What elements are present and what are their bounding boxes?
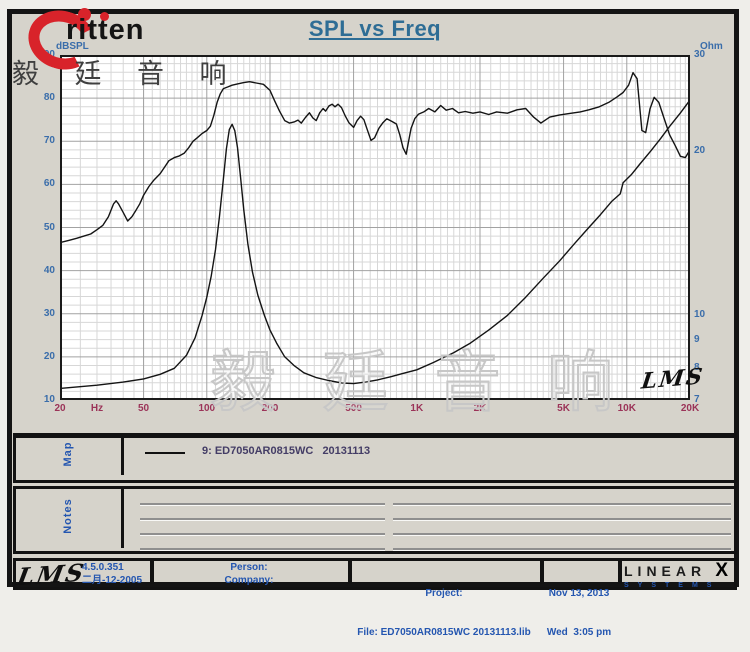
notes-section-label: Notes — [62, 498, 74, 534]
axis-tick-label: 8 — [694, 362, 700, 374]
notes-ruled-line — [393, 518, 731, 521]
linearx-text: LINEAR — [624, 563, 707, 579]
axis-tick-label: 40 — [43, 264, 55, 276]
version-date: 二月-12-2005 — [82, 575, 143, 586]
legend-text: 9: ED7050AR0815WC 20131113 — [202, 445, 371, 457]
axis-tick-label: 50 — [43, 221, 55, 233]
linearx-logo-row: LINEAR X — [624, 560, 728, 582]
axis-tick-label: 20 — [43, 350, 55, 362]
footer-divider — [618, 558, 622, 584]
axis-tick-label: 50 — [138, 403, 150, 414]
notes-ruled-line — [140, 518, 385, 521]
company-label: Company: — [224, 575, 274, 586]
date-text: Nov 13, 2013 — [548, 588, 610, 599]
axis-tick-label: 20K — [680, 403, 700, 414]
notes-section — [13, 486, 737, 554]
axis-tick-label: 5K — [557, 403, 570, 414]
notes-ruled-line — [393, 548, 731, 551]
footer-divider — [540, 558, 544, 584]
axis-tick-label: 100 — [198, 403, 216, 414]
map-section-label: Map — [62, 441, 74, 467]
axis-tick-label: 20 — [694, 145, 706, 157]
axis-tick-label: 90 — [43, 49, 55, 60]
person-company-cell: Person: Company: — [154, 561, 344, 587]
spl-vs-freq-chart — [60, 55, 690, 400]
axis-tick-label: 9 — [694, 334, 700, 346]
axis-tick-label: 200 — [261, 403, 279, 414]
linearx-x-glyph: X — [715, 560, 728, 581]
version-number: 4.5.0.351 — [82, 562, 124, 573]
notes-ruled-line — [140, 548, 385, 551]
notes-ruled-line — [140, 533, 385, 536]
legend-line-swatch — [145, 452, 185, 454]
project-label: Project: — [425, 588, 463, 599]
logo-swoosh-ball-icon — [78, 8, 91, 21]
axis-tick-label: 10 — [43, 394, 55, 405]
right-axis-title: Ohm — [700, 41, 723, 52]
eritten-brand-logo: ritten — [20, 1, 226, 79]
lms-measurement-window: { "header": { "logo_text": "ritten", "ti… — [7, 1, 739, 638]
project-file-cell: Project: File: ED7050AR0815WC 20131113.l… — [352, 561, 536, 652]
watermark-company-name-top: 毅 廷 音 响 — [12, 59, 241, 89]
map-section — [13, 433, 737, 483]
person-label: Person: — [230, 562, 268, 573]
systems-text: SYSTEMS — [624, 582, 721, 589]
lms-footer-logo: LMS — [14, 557, 88, 592]
axis-tick-label: 10K — [617, 403, 636, 414]
notes-ruled-line — [393, 503, 731, 506]
axis-tick-label: 70 — [43, 135, 55, 147]
axis-tick-label: 20 — [54, 403, 66, 414]
axis-tick-label: 30 — [43, 307, 55, 319]
linearx-systems-logo: LINEAR X SYSTEMS — [624, 560, 732, 589]
footer-divider — [348, 558, 352, 584]
notes-label-divider — [121, 486, 124, 548]
notes-ruled-line — [393, 533, 731, 536]
logo-dot-icon — [100, 12, 109, 21]
map-label-divider — [121, 433, 124, 475]
time-text: Wed 3:05 pm — [546, 627, 612, 638]
axis-tick-label: 1K — [410, 403, 424, 414]
footer-bar — [13, 558, 737, 590]
notes-ruled-line — [140, 503, 385, 506]
axis-tick-label: 30 — [694, 49, 706, 60]
axis-tick-label: 60 — [43, 178, 55, 190]
axis-tick-label: 10 — [694, 309, 706, 321]
axis-tick-label: Hz — [90, 403, 104, 414]
file-label: File: ED7050AR0815WC 20131113.lib — [357, 627, 531, 638]
axis-tick-label: 80 — [43, 92, 55, 104]
version-block: 4.5.0.351 二月-12-2005 — [82, 561, 142, 587]
watermark-company-name-center: 毅 廷 音 响 — [209, 345, 628, 419]
axis-tick-label: 7 — [694, 394, 700, 405]
footer-divider — [150, 558, 154, 584]
left-axis-title: dBSPL — [56, 41, 89, 52]
page-title: SPL vs Freq — [308, 16, 442, 41]
axis-tick-label: 2K — [473, 403, 487, 414]
date-time-cell: Nov 13, 2013 Wed 3:05 pm — [544, 561, 614, 652]
axis-tick-label: 500 — [345, 403, 362, 414]
